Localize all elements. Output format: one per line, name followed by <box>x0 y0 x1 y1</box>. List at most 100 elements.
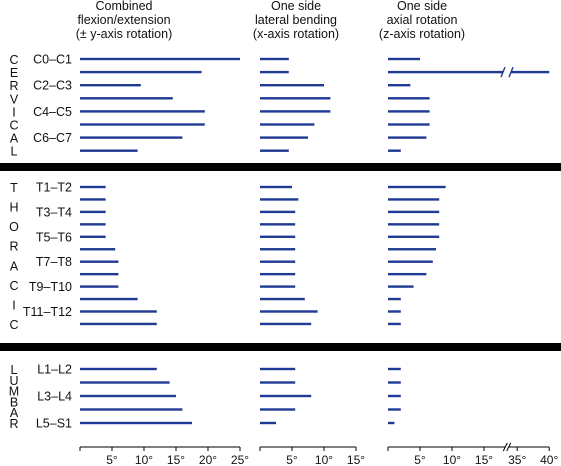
bar <box>80 297 138 301</box>
bar <box>260 394 312 398</box>
bar-break-gap <box>503 67 511 78</box>
bar <box>388 272 427 276</box>
bar <box>80 149 138 152</box>
bar <box>260 185 292 189</box>
bar <box>388 136 427 139</box>
region-letter: R <box>9 79 18 93</box>
bar <box>260 367 296 371</box>
region-letter: L <box>11 145 18 159</box>
panel-header-line: (x-axis rotation) <box>253 27 339 41</box>
bar <box>388 235 440 238</box>
bar <box>388 285 414 288</box>
bar <box>80 381 170 384</box>
segment-label: L3–L4 <box>37 390 72 404</box>
x-tick-label: 10° <box>315 453 333 466</box>
bar <box>260 149 289 152</box>
bar <box>388 260 433 263</box>
bar <box>80 235 106 238</box>
x-tick-label: 25° <box>231 453 249 466</box>
bar <box>260 70 289 74</box>
segment-label: C6–C7 <box>33 131 72 145</box>
x-tick-label: 20° <box>199 453 217 466</box>
region-letter: C <box>9 318 18 332</box>
panel-header-line: (z-axis rotation) <box>379 27 465 41</box>
bar <box>388 248 436 251</box>
region-letter: L <box>11 363 18 377</box>
bar <box>260 235 296 238</box>
bar <box>388 84 411 87</box>
panel-header-line: One side <box>397 0 447 13</box>
panel-header-line: (± y-axis rotation) <box>76 27 172 41</box>
region-separator <box>0 163 561 171</box>
x-tick-label: 5° <box>106 453 118 466</box>
bar <box>260 285 296 288</box>
bar <box>260 210 296 214</box>
bar <box>260 260 296 263</box>
bar <box>80 198 106 201</box>
segment-label: C0–C1 <box>33 53 72 67</box>
bar <box>260 84 324 87</box>
bar <box>388 381 401 384</box>
bar <box>80 97 173 100</box>
bar <box>388 149 401 152</box>
panel-header-line: flexion/extension <box>77 13 170 27</box>
region-letter: A <box>10 406 19 420</box>
bar <box>80 70 202 74</box>
bar-break-mark <box>500 66 506 78</box>
bar <box>80 110 205 113</box>
bar <box>80 367 157 371</box>
bar <box>260 408 296 411</box>
bar <box>388 110 430 113</box>
bar <box>388 223 440 226</box>
region-letter: R <box>9 240 18 254</box>
axis-break-mark <box>506 442 512 452</box>
x-tick-label: 5° <box>414 453 426 466</box>
bar <box>80 310 157 313</box>
x-tick-label: 10° <box>443 453 461 466</box>
bar <box>388 123 430 126</box>
axis-break-mark <box>502 442 508 452</box>
x-tick-label: 15° <box>475 453 493 466</box>
segment-label: T1–T2 <box>36 181 72 195</box>
bar <box>80 136 183 139</box>
bar <box>80 185 106 189</box>
bar <box>388 322 401 326</box>
region-letter: C <box>9 53 18 67</box>
bar <box>80 408 183 411</box>
bar <box>388 297 401 301</box>
bar <box>388 394 401 398</box>
region-letter: H <box>9 201 18 215</box>
region-letter: V <box>10 92 19 106</box>
bar <box>260 381 296 384</box>
bar <box>80 210 106 214</box>
bar <box>388 367 401 371</box>
panel-header-line: Combined <box>96 0 153 13</box>
segment-label: T9–T10 <box>29 280 72 294</box>
bar <box>260 110 331 113</box>
bar <box>260 322 312 326</box>
bar <box>388 198 440 201</box>
bar <box>388 185 446 189</box>
bar <box>260 136 308 139</box>
panel-header-line: One side <box>271 0 321 13</box>
bar <box>260 223 296 226</box>
segment-label: T3–T4 <box>36 205 72 219</box>
region-letter: M <box>9 385 19 399</box>
bar <box>80 260 119 263</box>
region-letter: O <box>9 220 19 234</box>
bar <box>260 57 289 61</box>
region-separator <box>0 343 561 351</box>
region-letter: A <box>10 132 19 146</box>
segment-label: C4–C5 <box>33 105 72 119</box>
bar <box>388 210 440 214</box>
region-letter: R <box>9 417 18 431</box>
x-tick-label: 35° <box>508 453 526 466</box>
region-letter: C <box>9 119 18 133</box>
bar <box>260 97 331 100</box>
bar <box>80 394 176 398</box>
segment-label: T7–T8 <box>36 255 72 269</box>
panel-header-line: axial rotation <box>387 13 458 27</box>
region-letter: I <box>12 105 15 119</box>
bar <box>388 57 420 61</box>
